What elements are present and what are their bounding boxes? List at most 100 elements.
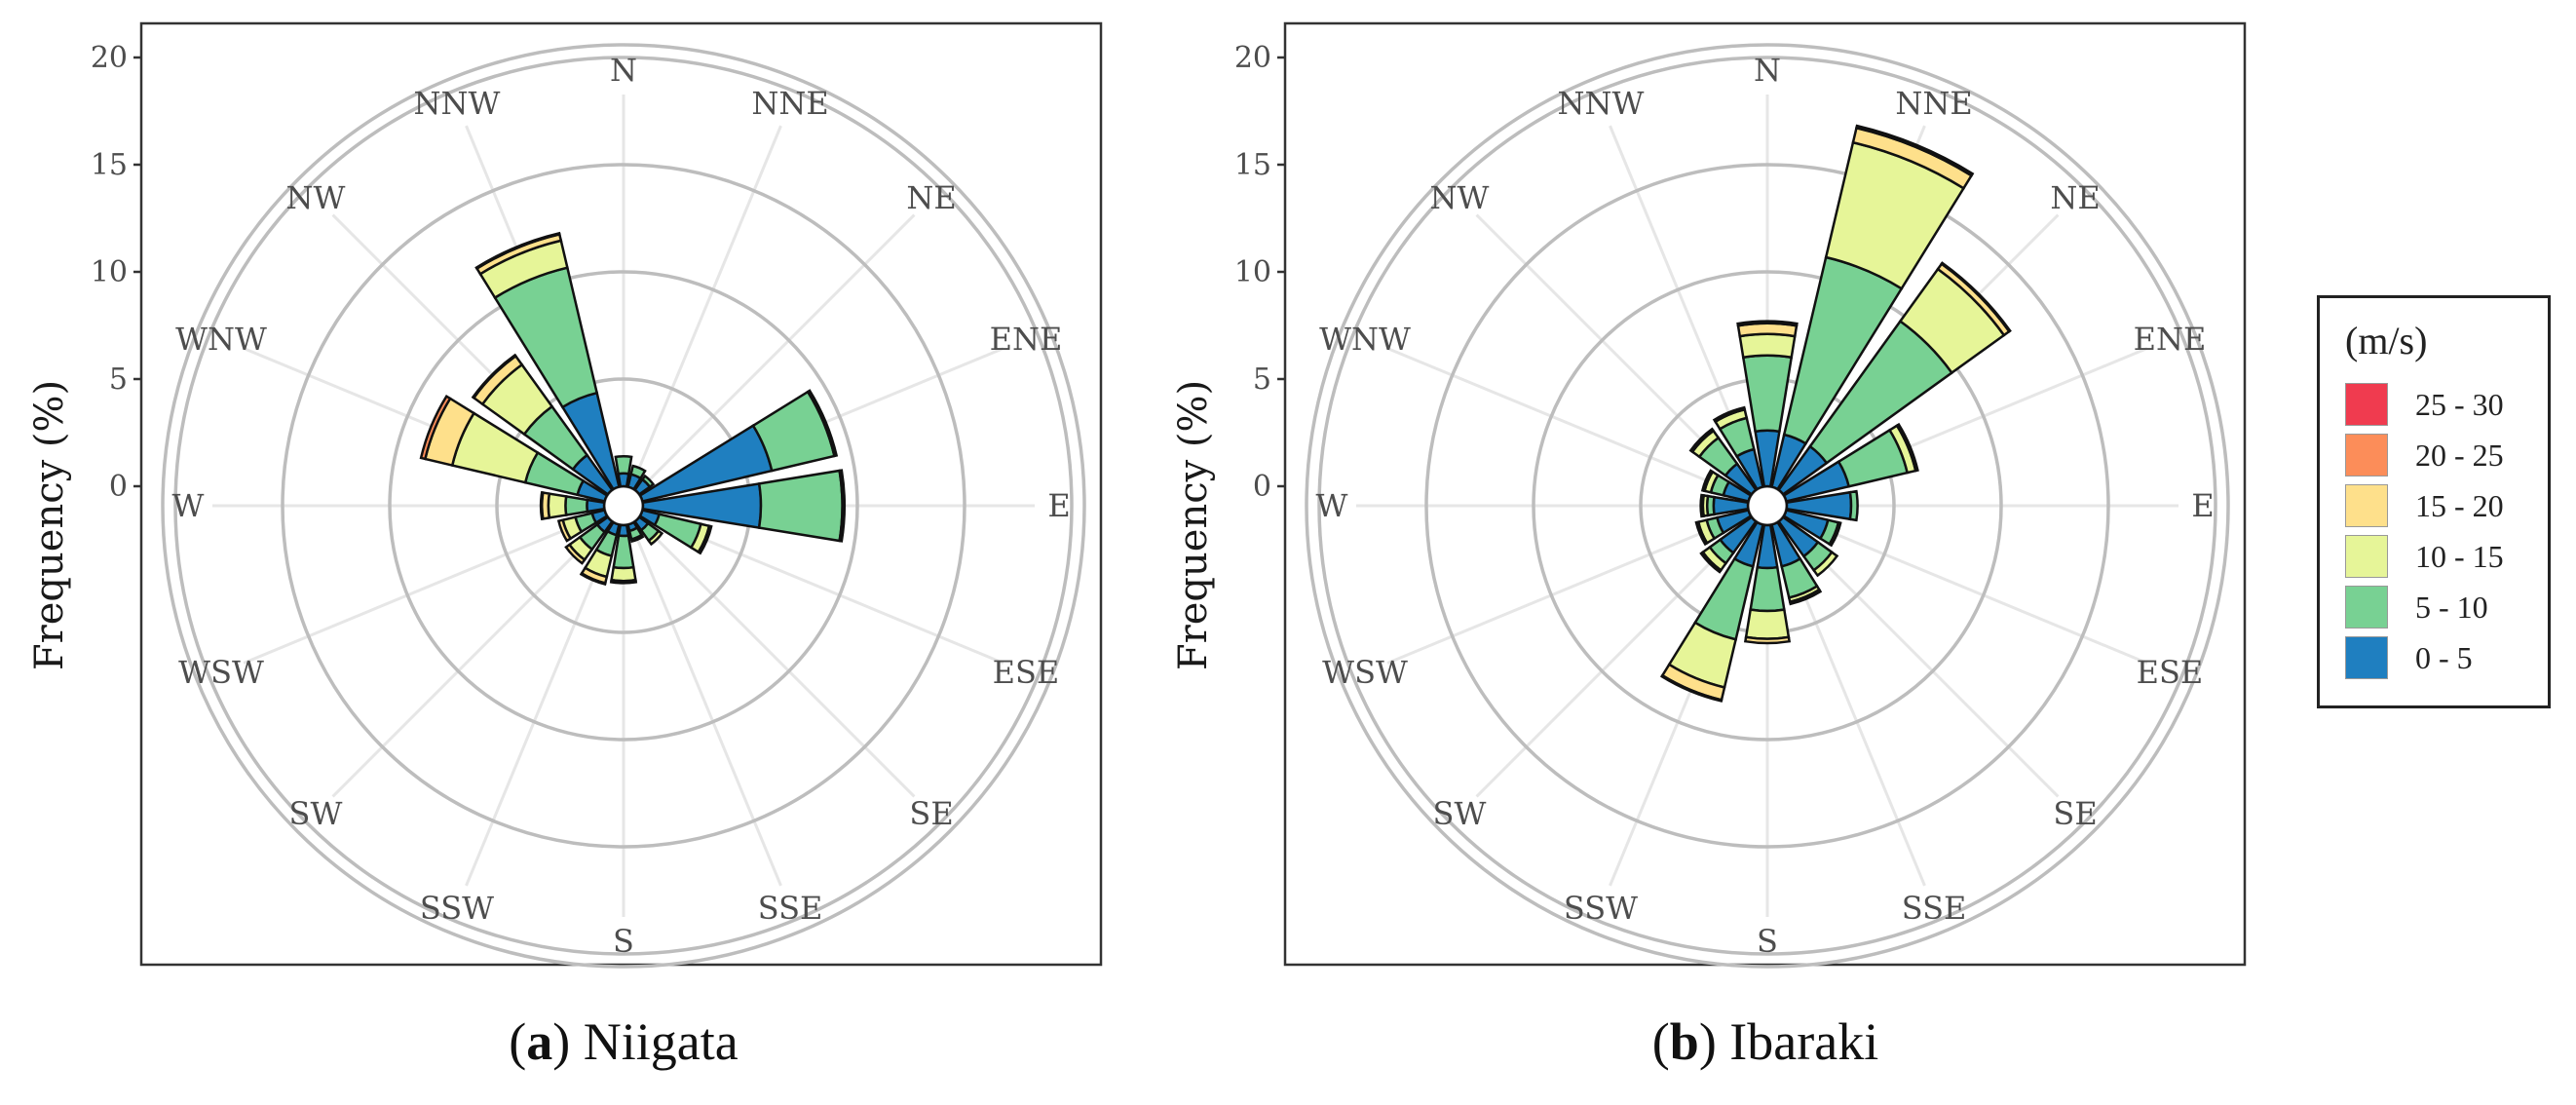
legend-item: 15 - 20 [2345,482,2540,529]
grid-spoke [331,518,611,798]
wedge-sw-15-20 [564,543,587,565]
grid-circle [173,56,1074,956]
wedge-nw-15-20 [1688,427,1716,454]
wedge-s-15-20 [1743,635,1792,645]
caption-ibaraki: (b) Ibaraki [1651,1012,1879,1071]
grid-circle [281,163,966,849]
direction-label-n: N [1754,52,1781,89]
wedge-n-5-10 [1741,354,1794,434]
direction-label-ese: ESE [993,654,1060,691]
legend-swatch [2345,636,2388,679]
direction-label-wsw: WSW [1322,654,1408,691]
direction-label-s: S [1757,923,1778,960]
legend-label: 20 - 25 [2415,438,2504,473]
y-tick-label: 20 [91,41,128,75]
grid-spoke [1386,512,1751,665]
direction-label-wnw: WNW [1319,321,1411,358]
wedge-wnw-20-25 [419,394,452,461]
grid-circle [1532,270,2003,742]
wedge-e-5-10 [757,469,844,543]
direction-label-nw: NW [285,179,345,216]
y-axis-title: Frequency (%) [1171,380,1216,670]
wedge-ene-10-15 [806,389,839,458]
legend-swatch [2345,484,2388,527]
y-tick-label: 10 [91,255,128,289]
direction-label-wnw: WNW [175,321,267,358]
legend-item: 10 - 15 [2345,533,2540,580]
grid-spoke [1784,512,2148,665]
direction-label-se: SE [909,795,953,832]
direction-label-nne: NNE [1895,85,1972,122]
caption-name: Ibaraki [1729,1012,1879,1071]
direction-label-ssw: SSW [1564,890,1638,927]
grid-circle-outer [1305,43,2230,969]
caption-name: Niigata [583,1012,739,1071]
wedge-s-5-10 [1749,565,1786,613]
grid-spoke [636,518,916,798]
wedge-n-5-10 [614,454,633,476]
wedge-nnw-15-20 [1712,405,1747,424]
legend-label: 25 - 30 [2415,387,2504,422]
wedge-n-20-25 [1736,320,1799,327]
wedge-s-15-20 [609,578,638,585]
direction-label-ene: ENE [2134,321,2207,358]
wedge-nne-20-25 [1854,124,1975,177]
wedge-ne-20-25 [1940,261,2012,333]
y-tick-label: 0 [109,470,128,504]
legend-item: 0 - 5 [2345,634,2540,681]
direction-label-ene: ENE [990,321,1063,358]
y-tick-label: 0 [1253,470,1271,504]
direction-label-w: W [172,487,205,524]
caption-label: a [526,1012,553,1071]
legend-item: 20 - 25 [2345,432,2540,478]
panel-ibaraki: N NNE NE ENE E ESE SE SSE S SSW SW WSW W WNW NW NNW 0 5 10… [1171,21,2247,969]
wedge-e-5-10 [1848,489,1859,522]
wedge-ne-5-10 [640,474,656,489]
wedge-wsw-15-20 [556,518,573,543]
wedge-se-10-15 [1811,550,1839,578]
direction-label-sw: SW [1433,795,1487,832]
wedge-s-10-15 [610,565,637,583]
wedge-n-0-5 [617,472,630,488]
wedge-wsw-15-20 [1694,520,1709,547]
legend-swatch [2345,383,2388,426]
direction-label-ese: ESE [2137,654,2204,691]
wedge-wnw-15-20 [1700,469,1715,493]
direction-label-n: N [610,52,637,89]
direction-label-nnw: NNW [413,85,500,122]
wedge-ssw-20-25 [1660,673,1724,703]
grid-spoke [629,125,782,489]
wedge-ene-15-20 [1895,422,1919,473]
direction-label-nnw: NNW [1557,85,1644,122]
wedge-e-10-15 [838,469,847,543]
wedge-w-5-10 [564,495,589,516]
wedge-nnw-20-25 [474,231,561,271]
y-tick-label: 15 [91,148,128,182]
wedge-se-10-15 [647,529,664,547]
wedge-n-10-15 [1738,332,1797,360]
wedge-ese-15-20 [697,524,713,555]
panel-frame [139,21,1103,967]
legend-label: 5 - 10 [2415,590,2488,625]
panel-niigata: N NNE NE ENE E ESE SE SSE S SSW SW WSW W WNW NW NNW 0 5 10… [27,21,1103,969]
legend-swatch [2345,586,2388,629]
y-axis-title: Frequency (%) [27,380,72,670]
direction-label-e: E [2191,487,2214,524]
wedge-sse-10-15 [629,533,645,544]
direction-label-ssw: SSW [420,890,494,927]
grid-spoke [636,213,916,493]
caption-niigata: (a) Niigata [509,1012,739,1071]
legend-label: 0 - 5 [2415,640,2473,675]
legend-title: (m/s) [2345,319,2428,362]
y-tick-label: 10 [1234,255,1271,289]
panel-frame [1283,21,2247,967]
wedge-ese-10-15 [1828,520,1842,548]
grid-spoke [1386,347,1751,500]
legend-label: 15 - 20 [2415,488,2504,523]
wedge-nw-20-25 [471,353,518,400]
direction-label-sse: SSE [1902,890,1967,927]
grid-spoke [629,522,782,887]
direction-label-ne: NE [2050,179,2100,216]
grid-circle [1424,163,2110,849]
